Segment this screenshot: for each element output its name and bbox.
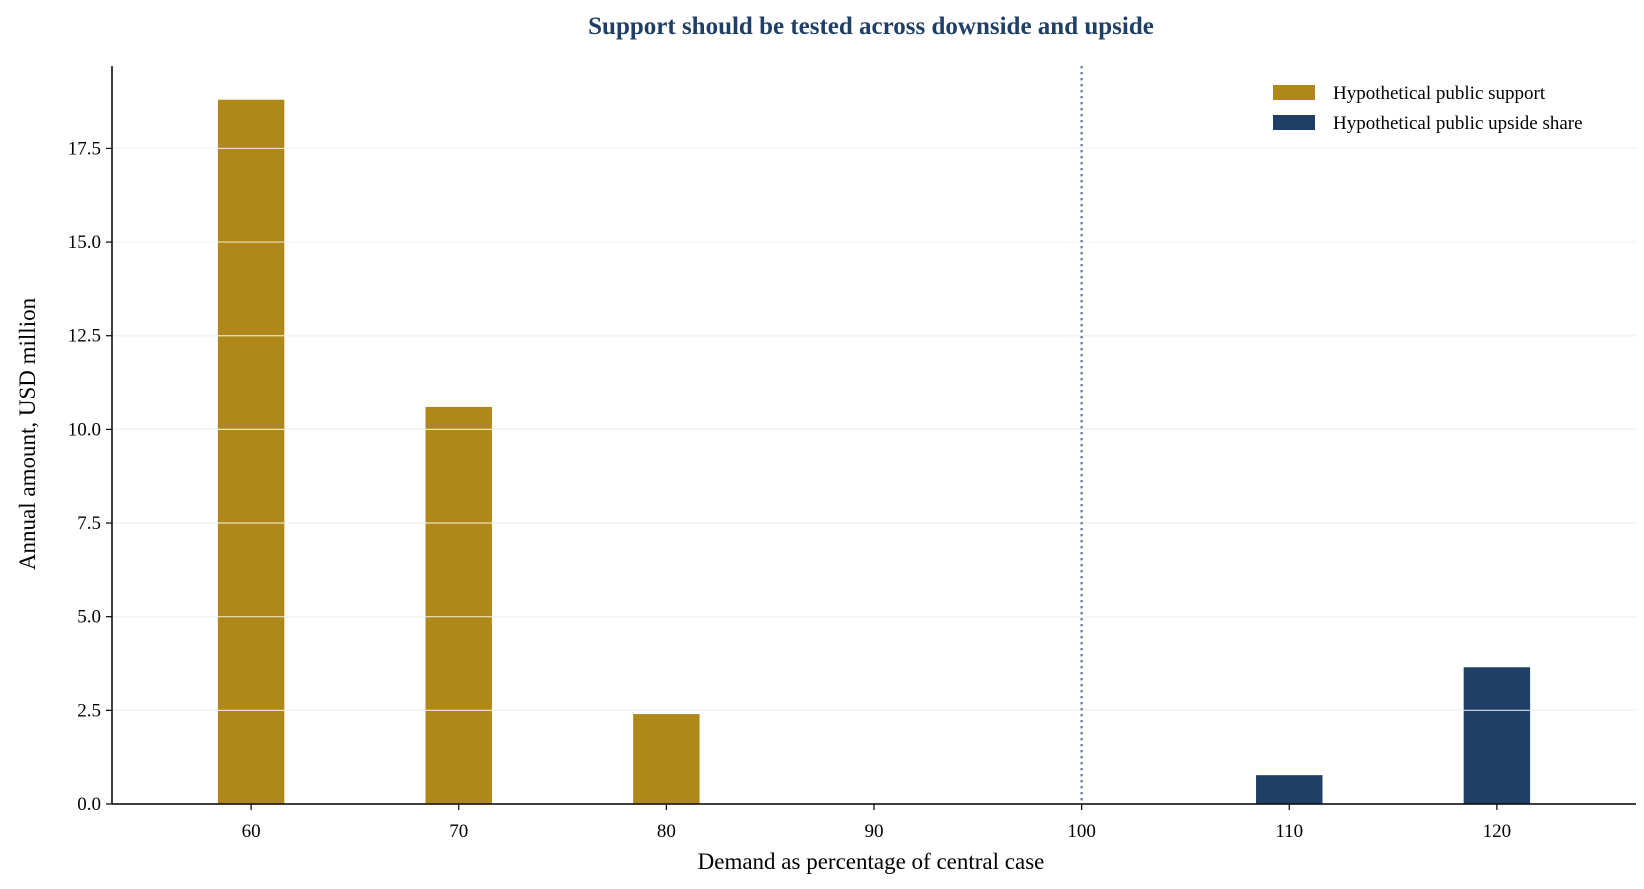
y-tick-label-3: 7.5	[77, 513, 101, 534]
legend-swatch-support	[1273, 85, 1315, 100]
gridlines-overlay	[112, 147, 1636, 805]
y-tick-label-1: 2.5	[77, 700, 101, 721]
bar-support-80	[633, 714, 700, 804]
y-tick-label-2: 5.0	[77, 607, 101, 628]
bar-support-60	[217, 99, 285, 804]
y-tick-label-4: 10.0	[68, 419, 101, 440]
y-tick-label-6: 15.0	[68, 232, 101, 253]
axes	[111, 66, 1636, 805]
x-tick-label-120: 120	[1483, 821, 1512, 842]
legend-label-upside: Hypothetical public upside share	[1333, 113, 1583, 134]
legend-swatch-upside	[1273, 115, 1315, 130]
x-tick-label-90: 90	[865, 821, 884, 842]
x-tick-label-70: 70	[449, 821, 468, 842]
bar-upside-110	[1256, 775, 1323, 804]
y-tick-label-5: 12.5	[68, 326, 101, 347]
legend-label-support: Hypothetical public support	[1333, 83, 1546, 104]
bar-upside-120	[1463, 667, 1531, 804]
x-tick-label-100: 100	[1067, 821, 1096, 842]
y-tick-label-7: 17.5	[68, 138, 101, 159]
y-axis-label: Annual amount, USD million	[15, 297, 40, 570]
x-tick-label-110: 110	[1275, 821, 1303, 842]
legend: Hypothetical public support Hypothetical …	[1273, 83, 1583, 134]
bars	[112, 99, 1636, 805]
tick-labels: 60 70 80 90 100 110 120 0.0 2.5 5.0 7.5 10.0 12.5 15.…	[68, 138, 1511, 842]
x-axis-label: Demand as percentage of central case	[698, 849, 1045, 874]
gridlines	[112, 147, 1636, 805]
chart-title: Support should be tested across downside…	[588, 13, 1154, 40]
y-tick-label-0: 0.0	[77, 794, 101, 815]
x-tick-label-60: 60	[242, 821, 261, 842]
bar-support-70	[425, 406, 492, 804]
x-tick-label-80: 80	[657, 821, 676, 842]
